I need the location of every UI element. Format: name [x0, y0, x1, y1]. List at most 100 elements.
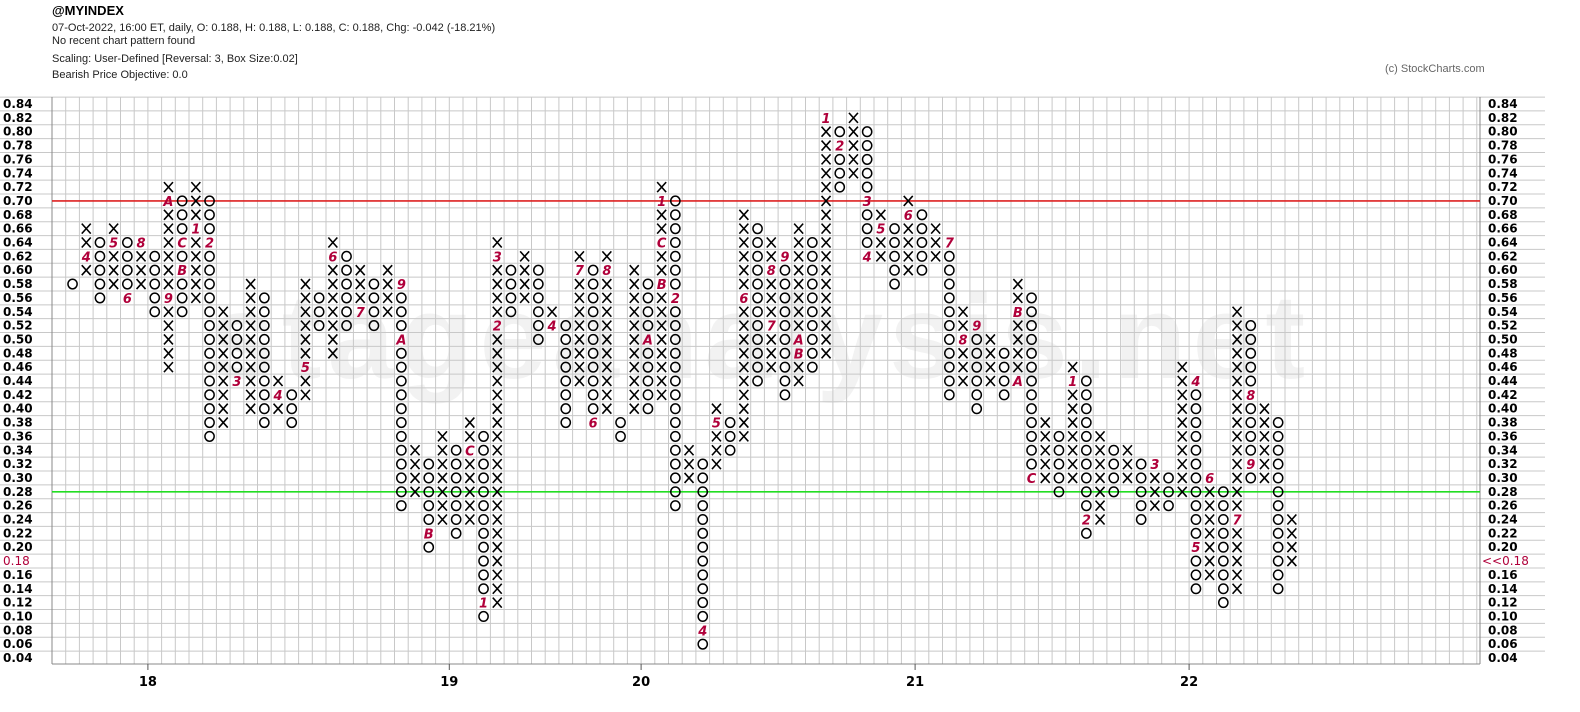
y-tick-label-left: 0.66 — [3, 222, 33, 236]
o-mark — [670, 430, 681, 442]
month-label: 8 — [767, 264, 776, 279]
o-mark — [478, 444, 489, 456]
x-mark — [1231, 333, 1243, 345]
o-mark — [94, 292, 106, 304]
y-tick-label-left: 0.32 — [3, 457, 33, 471]
y-tick-label-left: 0.58 — [3, 277, 33, 291]
x-mark — [903, 236, 914, 249]
o-mark — [1053, 458, 1065, 470]
o-mark — [998, 361, 1010, 373]
o-mark — [1245, 375, 1257, 387]
o-mark — [1081, 444, 1092, 456]
x-mark — [437, 513, 448, 526]
x-mark — [300, 347, 311, 359]
o-mark — [204, 375, 215, 387]
x-mark — [245, 333, 256, 345]
o-mark — [670, 223, 681, 235]
x-mark — [629, 389, 640, 401]
month-label: 4 — [81, 250, 91, 265]
x-mark — [820, 278, 832, 290]
x-mark — [601, 250, 612, 262]
o-mark — [396, 430, 407, 442]
x-mark — [1094, 458, 1106, 470]
o-mark — [450, 513, 462, 526]
y-tick-label-left: 0.44 — [3, 374, 33, 388]
x-mark — [601, 333, 612, 345]
o-mark — [94, 236, 106, 249]
o-mark — [1190, 389, 1202, 401]
x-mark — [108, 250, 119, 262]
o-mark — [807, 320, 818, 332]
x-mark — [656, 389, 667, 401]
o-mark — [944, 264, 955, 276]
y-tick-label-left: 0.42 — [3, 388, 33, 402]
x-mark — [464, 472, 475, 484]
o-mark — [204, 430, 215, 442]
o-mark — [670, 306, 681, 318]
month-label: C — [465, 444, 475, 459]
o-mark — [779, 347, 791, 359]
y-tick-label-left: 0.10 — [3, 609, 33, 623]
o-mark — [944, 278, 955, 290]
x-mark — [218, 389, 229, 401]
x-mark — [793, 278, 804, 290]
o-mark — [670, 444, 681, 456]
x-mark — [793, 236, 804, 249]
y-tick-label-left: 0.46 — [3, 360, 33, 374]
month-label: 8 — [602, 264, 611, 279]
y-tick-label-right: 0.54 — [1488, 305, 1518, 319]
o-mark — [396, 292, 407, 304]
o-mark — [396, 320, 407, 332]
x-mark — [820, 153, 832, 165]
x-mark — [601, 306, 612, 318]
o-mark — [1272, 527, 1284, 539]
x-mark — [1231, 541, 1243, 553]
x-mark — [738, 223, 749, 235]
o-mark — [916, 236, 928, 249]
o-mark — [670, 278, 681, 290]
o-mark — [724, 430, 736, 442]
o-mark — [587, 403, 599, 415]
o-mark — [1081, 375, 1092, 387]
x-mark — [848, 140, 859, 152]
o-mark — [67, 278, 78, 290]
x-mark — [437, 458, 448, 470]
y-tick-label-right: 0.38 — [1488, 416, 1518, 430]
x-mark — [163, 181, 174, 193]
o-mark — [204, 195, 215, 207]
o-mark — [286, 389, 298, 401]
y-tick-label-right: 0.52 — [1488, 319, 1518, 333]
o-mark — [779, 375, 791, 387]
o-mark — [122, 264, 133, 276]
x-mark — [1122, 444, 1133, 456]
x-mark — [820, 320, 832, 332]
o-mark — [259, 375, 270, 387]
o-mark — [697, 555, 709, 567]
x-mark — [738, 264, 749, 276]
month-label: 5 — [109, 237, 118, 252]
o-mark — [944, 250, 955, 262]
x-mark — [820, 126, 832, 138]
o-mark — [1272, 500, 1284, 512]
o-mark — [1026, 430, 1037, 442]
o-mark — [752, 223, 763, 235]
x-mark — [81, 264, 92, 276]
month-label: 9 — [1246, 458, 1255, 473]
x-mark — [738, 403, 749, 415]
o-mark — [149, 306, 161, 318]
x-mark — [629, 403, 640, 415]
o-mark — [149, 278, 161, 290]
x-mark — [218, 347, 229, 359]
x-mark — [793, 264, 804, 276]
o-mark — [697, 513, 709, 526]
stockcharts-credit[interactable]: (c) StockCharts.com — [1385, 63, 1485, 75]
month-label: 6 — [904, 209, 913, 224]
o-mark — [670, 375, 681, 387]
x-mark — [300, 389, 311, 401]
o-mark — [1026, 306, 1037, 318]
o-mark — [1245, 417, 1257, 429]
o-mark — [889, 236, 900, 249]
o-mark — [478, 430, 489, 442]
o-mark — [807, 264, 818, 276]
o-mark — [944, 375, 955, 387]
